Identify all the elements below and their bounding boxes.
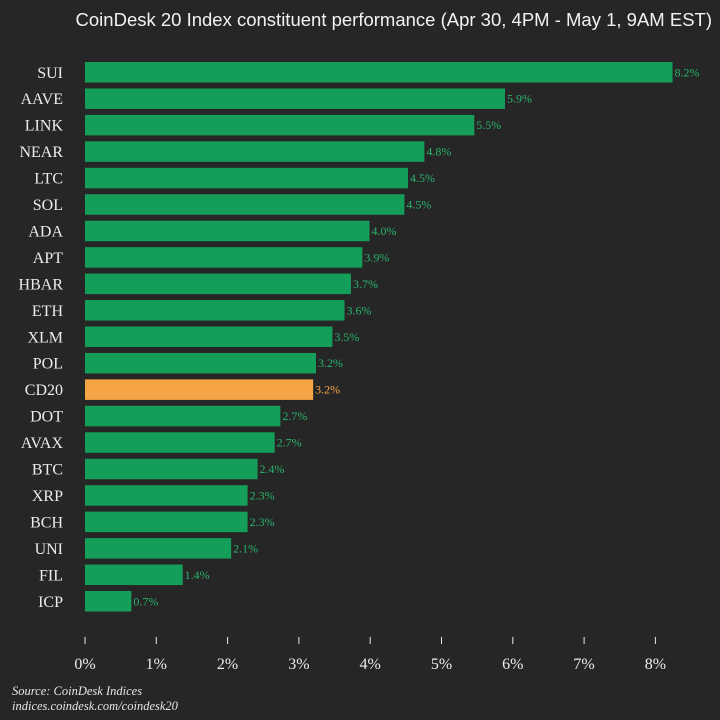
value-label-xrp: 2.3%	[250, 488, 275, 502]
value-label-cd20: 3.2%	[315, 383, 340, 397]
bar-near	[85, 141, 425, 162]
source-url: indices.coindesk.com/coindesk20	[12, 699, 178, 713]
bar-link	[85, 114, 475, 136]
value-label-apt: 3.9%	[364, 250, 389, 264]
value-label-ada: 4.0%	[371, 224, 396, 238]
category-label-link: LINK	[25, 118, 64, 135]
bar-pol	[85, 352, 317, 374]
bar-ada	[85, 220, 370, 242]
value-label-hbar: 3.7%	[353, 277, 378, 291]
x-tick-label-0: 0%	[74, 656, 95, 673]
category-label-bch: BCH	[30, 514, 63, 531]
value-label-dot: 2.7%	[282, 409, 307, 423]
value-label-fil: 1.4%	[185, 568, 210, 582]
category-label-cd20: CD20	[25, 382, 63, 399]
value-label-aave: 5.9%	[507, 92, 532, 106]
bar-sui	[85, 62, 673, 83]
category-label-icp: ICP	[38, 594, 63, 611]
x-tick-label-2: 2%	[217, 656, 238, 673]
category-label-ltc: LTC	[34, 171, 63, 188]
category-label-xlm: XLM	[27, 329, 63, 346]
category-label-btc: BTC	[32, 462, 63, 479]
category-label-xrp: XRP	[32, 488, 63, 505]
bar-chart: SUI 8.2% AAVE 5.9% LINK 5.5% NEAR 4.8% LTC 4.5% SO…	[19, 62, 700, 673]
value-label-pol: 3.2%	[318, 356, 343, 370]
bar-ltc	[85, 167, 408, 189]
bar-bch	[85, 511, 248, 533]
category-label-near: NEAR	[19, 144, 63, 161]
bar-avax	[85, 432, 275, 453]
category-label-apt: APT	[33, 250, 63, 267]
category-label-avax: AVAX	[21, 435, 64, 452]
value-label-eth: 3.6%	[347, 303, 372, 317]
bar-dot	[85, 405, 281, 427]
value-label-uni: 2.1%	[233, 541, 258, 555]
value-label-avax: 2.7%	[277, 436, 302, 450]
category-label-aave: AAVE	[21, 91, 63, 108]
x-tick-label-4: 4%	[360, 656, 381, 673]
x-tick-label-6: 6%	[502, 656, 523, 673]
bar-icp	[85, 591, 132, 612]
x-tick-label-7: 7%	[573, 656, 594, 673]
category-label-sui: SUI	[37, 65, 63, 82]
value-label-link: 5.5%	[476, 118, 501, 132]
category-label-sol: SOL	[33, 197, 63, 214]
category-label-ada: ADA	[28, 223, 63, 240]
bar-uni	[85, 538, 232, 559]
value-label-icp: 0.7%	[133, 594, 158, 608]
category-label-uni: UNI	[35, 541, 63, 558]
source-note: Source: CoinDesk Indices indices.coindes…	[12, 684, 178, 714]
bar-eth	[85, 300, 345, 321]
source-line: Source: CoinDesk Indices	[12, 684, 143, 698]
bar-hbar	[85, 273, 351, 295]
bar-apt	[85, 247, 363, 268]
bar-fil	[85, 564, 183, 586]
x-tick-label-5: 5%	[431, 656, 452, 673]
bar-xrp	[85, 485, 248, 506]
value-label-ltc: 4.5%	[410, 171, 435, 185]
x-tick-label-1: 1%	[146, 656, 167, 673]
category-label-hbar: HBAR	[19, 276, 64, 293]
bar-aave	[85, 88, 505, 109]
category-label-pol: POL	[33, 356, 63, 373]
value-label-sol: 4.5%	[406, 198, 431, 212]
value-label-near: 4.8%	[426, 145, 451, 159]
bar-xlm	[85, 326, 333, 347]
bar-cd20	[85, 379, 314, 400]
x-tick-label-8: 8%	[645, 656, 666, 673]
bar-sol	[85, 194, 405, 215]
value-label-btc: 2.4%	[260, 462, 285, 476]
value-label-xlm: 3.5%	[334, 330, 359, 344]
category-label-fil: FIL	[39, 567, 63, 584]
x-tick-label-3: 3%	[288, 656, 309, 673]
category-label-dot: DOT	[30, 409, 63, 426]
value-label-sui: 8.2%	[675, 65, 700, 79]
chart-title: CoinDesk 20 Index constituent performanc…	[75, 9, 712, 30]
value-label-bch: 2.3%	[250, 515, 275, 529]
category-label-eth: ETH	[32, 303, 64, 320]
bar-btc	[85, 458, 258, 480]
